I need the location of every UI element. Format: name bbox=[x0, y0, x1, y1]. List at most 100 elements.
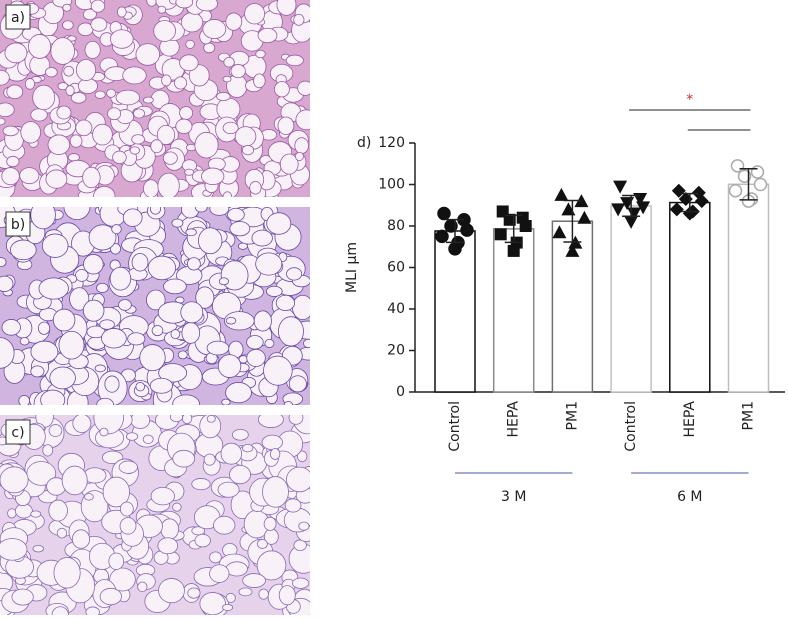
bar bbox=[727, 183, 770, 393]
alveolus bbox=[209, 564, 230, 583]
alveolus bbox=[142, 434, 154, 444]
alveolus bbox=[263, 516, 277, 531]
bar bbox=[669, 201, 711, 393]
x-tick-label: HEPA bbox=[506, 401, 522, 438]
alveolus bbox=[74, 269, 89, 282]
alveolus bbox=[37, 321, 51, 335]
alveolus bbox=[52, 308, 76, 332]
alveolus bbox=[180, 12, 204, 33]
alveolus bbox=[40, 389, 66, 405]
alveolus bbox=[217, 354, 242, 378]
alveolus bbox=[106, 88, 117, 98]
alveolus bbox=[293, 13, 305, 26]
alveolus bbox=[276, 0, 297, 16]
alveolus bbox=[288, 375, 307, 393]
bar bbox=[610, 205, 652, 393]
alveolus bbox=[0, 257, 7, 268]
alveolus bbox=[142, 96, 154, 104]
alveolus bbox=[256, 550, 287, 581]
alveolus bbox=[225, 12, 243, 31]
alveolus bbox=[156, 125, 176, 145]
alveolus bbox=[90, 0, 106, 13]
alveolus bbox=[99, 587, 122, 606]
alveolus bbox=[6, 155, 20, 168]
alveolus bbox=[32, 84, 56, 111]
tissue-image: b) bbox=[0, 207, 310, 405]
alveolus bbox=[286, 267, 303, 281]
alveolus bbox=[135, 382, 146, 392]
alveolus bbox=[0, 337, 15, 369]
alveolus bbox=[198, 227, 223, 255]
alveolus bbox=[181, 322, 201, 344]
y-tick-label: 60 bbox=[387, 260, 405, 276]
alveolus bbox=[0, 275, 14, 292]
alveolus bbox=[221, 398, 231, 405]
alveolus bbox=[255, 49, 266, 59]
alveolus bbox=[150, 139, 163, 154]
data-point bbox=[565, 243, 580, 257]
alveolus bbox=[220, 260, 249, 291]
alveolus bbox=[82, 299, 105, 322]
alveolus bbox=[118, 460, 138, 474]
alveolus bbox=[270, 448, 281, 460]
alveolus bbox=[0, 466, 29, 494]
group-label: 3 M bbox=[501, 489, 526, 505]
alveolus bbox=[82, 8, 97, 21]
alveolus bbox=[112, 150, 127, 165]
alveolus bbox=[72, 415, 92, 433]
data-point bbox=[694, 194, 709, 209]
alveolus bbox=[0, 102, 15, 118]
alveolus bbox=[258, 588, 269, 600]
alveolus bbox=[133, 108, 145, 119]
alveolus bbox=[275, 294, 296, 312]
alveolus bbox=[4, 42, 28, 64]
alveolus bbox=[213, 515, 236, 535]
alveolus bbox=[0, 538, 28, 561]
tissue-image: a) bbox=[0, 0, 310, 197]
alveolus bbox=[153, 20, 176, 42]
alveolus bbox=[262, 476, 289, 508]
alveolus bbox=[191, 478, 211, 491]
alveolus bbox=[278, 585, 296, 606]
panel-label-box bbox=[5, 4, 31, 30]
alveolus bbox=[19, 337, 30, 346]
alveolus bbox=[203, 42, 216, 54]
alveolus bbox=[177, 350, 188, 360]
alveolus bbox=[129, 146, 141, 155]
alveolus bbox=[253, 310, 272, 332]
data-point bbox=[728, 183, 743, 198]
alveolus bbox=[127, 332, 146, 346]
alveolus bbox=[63, 207, 91, 220]
alveolus bbox=[222, 191, 233, 197]
alveolus bbox=[115, 89, 141, 106]
bar bbox=[434, 230, 476, 393]
alveolus bbox=[30, 340, 59, 363]
alveolus bbox=[83, 254, 104, 275]
alveolus bbox=[90, 17, 108, 32]
alveolus bbox=[185, 228, 197, 237]
chart: d) MLI µm 0 20 40 60 80 100 120 Control HEPA PM1 Con… bbox=[344, 92, 785, 505]
alveolus bbox=[30, 510, 42, 518]
alveolus bbox=[242, 443, 254, 453]
alveolus bbox=[194, 131, 219, 159]
data-point bbox=[552, 225, 567, 239]
alveolus bbox=[131, 253, 149, 272]
alveolus bbox=[292, 577, 310, 589]
alveolus bbox=[109, 243, 122, 255]
alveolus bbox=[218, 277, 229, 286]
alveolus bbox=[171, 218, 184, 228]
alveolus bbox=[180, 301, 204, 324]
alveolus bbox=[195, 0, 219, 12]
x-tick-label: PM1 bbox=[564, 401, 580, 430]
alveolus bbox=[20, 121, 42, 144]
alveolus bbox=[172, 449, 196, 468]
alveolus bbox=[49, 366, 76, 390]
alveolus bbox=[94, 364, 106, 373]
alveolus bbox=[285, 54, 304, 67]
alveolus bbox=[1, 167, 20, 186]
alveolus bbox=[161, 74, 172, 87]
x-tick-label: Control bbox=[447, 401, 463, 452]
alveolus bbox=[253, 73, 266, 89]
alveolus bbox=[104, 375, 120, 393]
alveolus bbox=[139, 344, 166, 372]
